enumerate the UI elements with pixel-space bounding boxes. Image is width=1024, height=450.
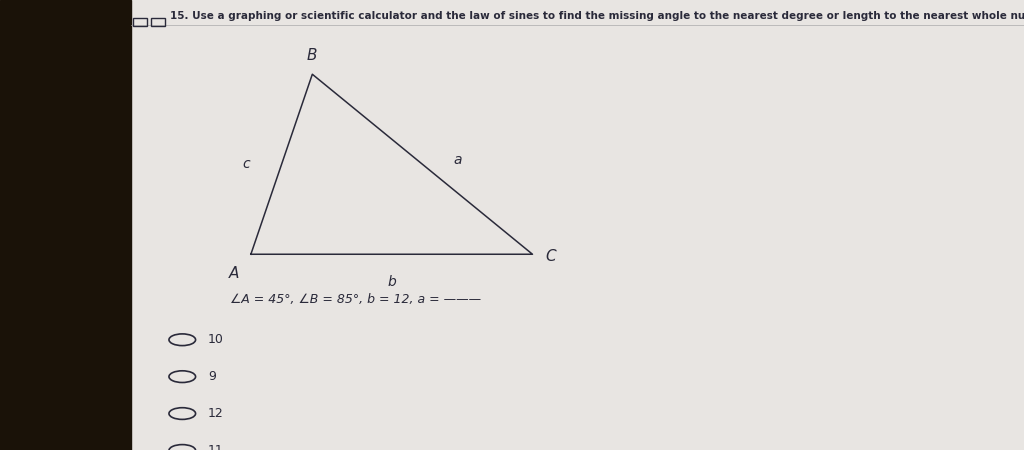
Text: a: a	[454, 153, 462, 167]
Text: 9: 9	[208, 370, 216, 383]
Text: C: C	[546, 249, 556, 264]
Bar	[0, 0, 131, 450]
Text: B: B	[307, 48, 317, 63]
Bar	[151, 18, 165, 26]
Bar	[133, 18, 147, 26]
Text: A: A	[229, 266, 240, 281]
Text: c: c	[242, 157, 250, 171]
Text: 10: 10	[208, 333, 224, 346]
Text: 12: 12	[208, 407, 223, 420]
Text: 11: 11	[208, 444, 223, 450]
Text: b: b	[388, 275, 396, 289]
Text: 15. Use a graphing or scientific calculator and the law of sines to find the mis: 15. Use a graphing or scientific calcula…	[170, 11, 1024, 21]
Text: ∠A = 45°, ∠B = 85°, b = 12, a = ———: ∠A = 45°, ∠B = 85°, b = 12, a = ———	[230, 293, 481, 306]
